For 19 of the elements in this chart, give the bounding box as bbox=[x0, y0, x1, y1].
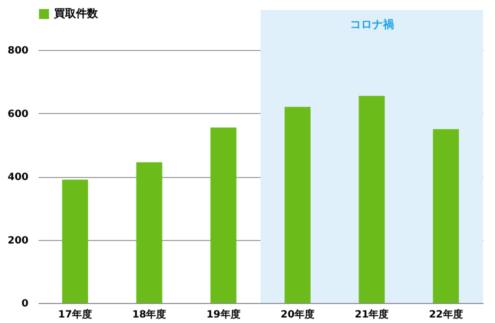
y-tick-label: 200 bbox=[8, 235, 29, 246]
bar bbox=[210, 127, 236, 303]
x-tick-label: 19年度 bbox=[206, 308, 240, 320]
y-tick-label: 600 bbox=[8, 108, 29, 120]
x-tick-label: 17年度 bbox=[58, 308, 92, 320]
bar bbox=[62, 180, 88, 303]
bar bbox=[358, 96, 385, 303]
y-tick-label: 0 bbox=[22, 298, 29, 310]
x-tick-label: 21年度 bbox=[354, 308, 389, 320]
legend-label: 買取件数 bbox=[53, 7, 99, 20]
x-tick-label: 22年度 bbox=[428, 308, 463, 320]
x-tick-label: 18年度 bbox=[132, 308, 166, 320]
bar bbox=[136, 162, 162, 303]
y-tick-label: 800 bbox=[8, 46, 29, 56]
y-tick-label: 400 bbox=[8, 172, 29, 183]
band-label: コロナ禍 bbox=[350, 18, 394, 31]
bar bbox=[432, 129, 459, 303]
x-tick-label: 20年度 bbox=[280, 308, 315, 320]
bar bbox=[284, 106, 311, 303]
